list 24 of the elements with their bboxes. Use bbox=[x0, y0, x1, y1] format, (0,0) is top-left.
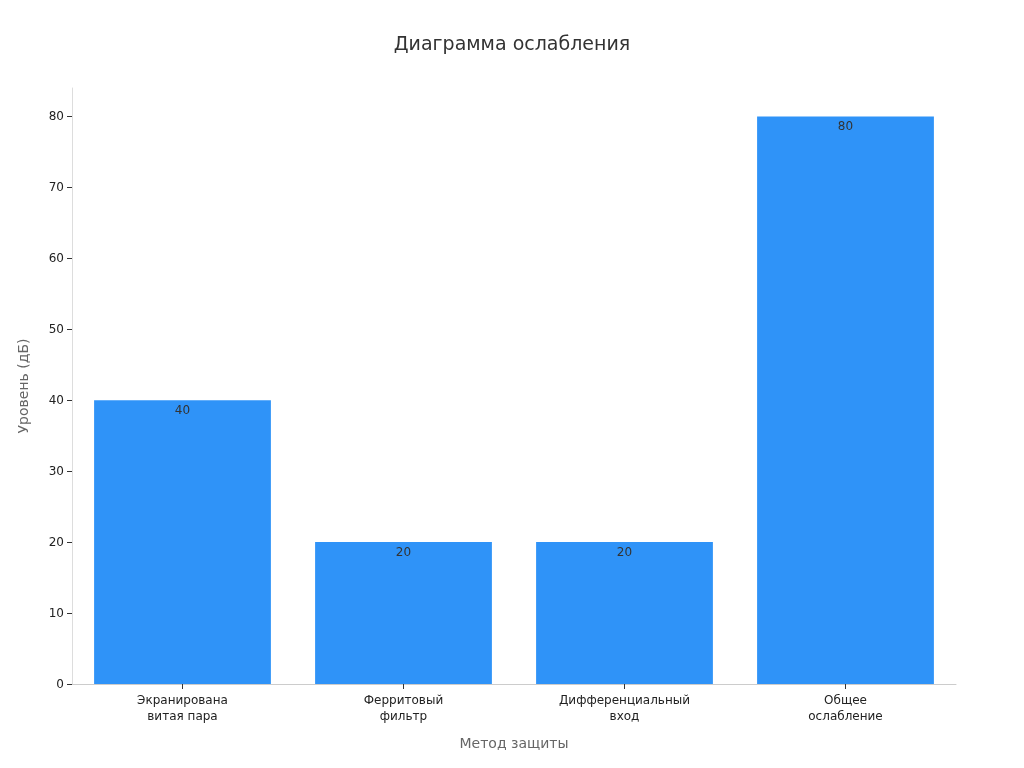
y-axis-title: Уровень (дБ) bbox=[15, 338, 31, 434]
x-tick-label: Ферритовый фильтр bbox=[363, 693, 444, 723]
bar bbox=[757, 116, 934, 684]
data-label: 80 bbox=[837, 119, 854, 134]
x-tick-label: Общее ослабление bbox=[808, 693, 883, 723]
bar bbox=[315, 542, 492, 684]
y-tick-label: 30 bbox=[48, 464, 64, 479]
y-tick-label: 50 bbox=[48, 322, 64, 337]
bar bbox=[94, 400, 271, 684]
y-tick-label: 10 bbox=[48, 606, 64, 621]
y-tick-label: 0 bbox=[56, 677, 64, 691]
y-tick-label: 60 bbox=[48, 251, 64, 266]
chart-title: Диаграмма ослабления bbox=[393, 31, 631, 54]
y-tick-label: 20 bbox=[48, 535, 64, 550]
x-tick-label: Экранирована витая пара bbox=[137, 693, 228, 723]
data-label: 20 bbox=[616, 545, 633, 560]
y-tick-label: 70 bbox=[48, 180, 64, 195]
y-tick-label: 40 bbox=[48, 393, 64, 408]
data-label: 20 bbox=[395, 545, 412, 560]
x-tick-label: Дифференциальный вход bbox=[558, 693, 691, 723]
x-axis-title: Метод защиты bbox=[459, 735, 569, 751]
bar bbox=[536, 542, 713, 684]
y-tick-label: 80 bbox=[48, 109, 64, 124]
data-label: 40 bbox=[174, 403, 191, 418]
